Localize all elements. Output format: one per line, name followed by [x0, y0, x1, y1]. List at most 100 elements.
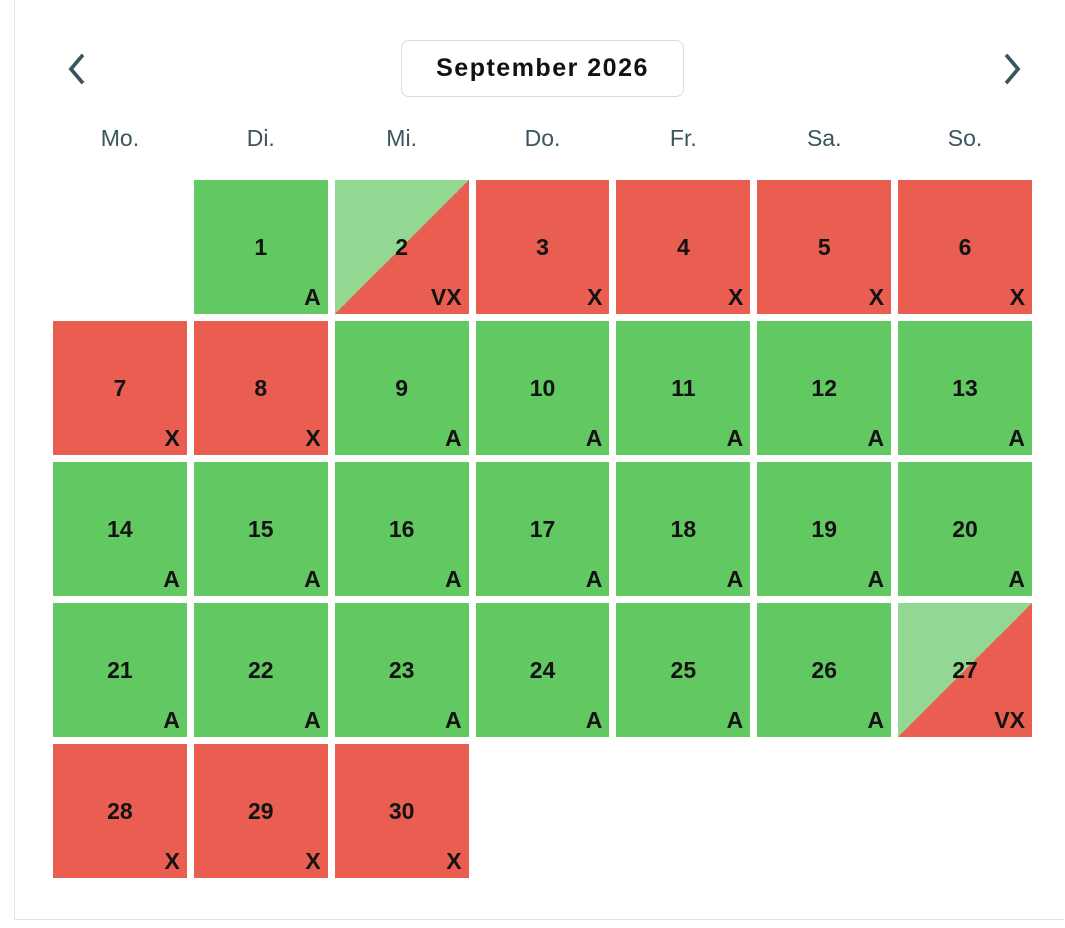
availability-marker: A [163, 707, 180, 733]
day-number: 29 [247, 797, 274, 824]
month-title: September 2026 [401, 40, 684, 97]
day-cell-12[interactable]: 12 A [757, 321, 892, 455]
availability-marker: A [444, 425, 462, 451]
day-number: 11 [671, 374, 696, 401]
day-cell-10[interactable]: 10 A [475, 321, 610, 455]
day-cell-27[interactable]: 27 VX [898, 603, 1032, 737]
availability-marker: A [726, 425, 744, 451]
day-cell-21[interactable]: 21 A [53, 603, 187, 737]
availability-marker: A [726, 566, 744, 592]
day-cell-14[interactable]: 14 A [53, 462, 187, 596]
day-number: 25 [670, 656, 697, 683]
day-number: 9 [395, 374, 409, 401]
day-number: 14 [107, 515, 133, 542]
availability-marker: X [868, 284, 885, 310]
day-number: 12 [811, 374, 837, 401]
availability-marker: A [867, 425, 885, 451]
availability-marker: A [304, 284, 321, 310]
day-cell-25[interactable]: 25 A [616, 603, 751, 737]
availability-marker: A [1008, 566, 1025, 592]
day-number: 26 [811, 656, 837, 683]
day-number: 20 [952, 515, 978, 542]
day-number: 7 [113, 374, 127, 401]
day-cell-19[interactable]: 19 A [757, 462, 892, 596]
weekday-label-mo: Mo. [100, 124, 140, 151]
day-number: 17 [529, 515, 556, 542]
day-number: 28 [107, 797, 133, 824]
day-cell-24[interactable]: 24 A [475, 603, 610, 737]
availability-marker: A [444, 707, 462, 733]
day-number: 24 [529, 656, 556, 683]
chevron-right-icon [994, 49, 1028, 89]
day-cell-30[interactable]: 30 X [334, 744, 469, 878]
day-cell-18[interactable]: 18 A [616, 462, 751, 596]
calendar-header: September 2026 [53, 40, 1032, 97]
day-number: 18 [670, 515, 697, 542]
day-cell-23[interactable]: 23 A [334, 603, 469, 737]
day-number: 2 [395, 233, 409, 260]
day-number: 13 [952, 374, 978, 401]
day-cell-28[interactable]: 28 X [53, 744, 187, 878]
day-cell-29[interactable]: 29 X [193, 744, 328, 878]
weekday-label-do: Do. [524, 124, 561, 151]
day-cell-11[interactable]: 11 A [616, 321, 751, 455]
prev-month-button[interactable] [53, 45, 97, 93]
day-number: 15 [247, 515, 274, 542]
day-cell-26[interactable]: 26 A [757, 603, 892, 737]
empty-day-cell [53, 180, 187, 314]
day-cell-15[interactable]: 15 A [193, 462, 328, 596]
empty-day-cell [476, 744, 610, 878]
day-cell-17[interactable]: 17 A [475, 462, 610, 596]
availability-marker: X [446, 848, 462, 874]
weekday-header-row: Mo. Di. Mi. Do. Fr. Sa. So. [53, 123, 1032, 153]
weekday-label-fr: Fr. [669, 124, 697, 151]
day-number: 22 [247, 656, 274, 683]
day-cell-16[interactable]: 16 A [334, 462, 469, 596]
next-month-button[interactable] [988, 45, 1032, 93]
day-number: 1 [254, 233, 268, 260]
day-cell-22[interactable]: 22 A [193, 603, 328, 737]
weekday-label-di: Di. [246, 124, 275, 151]
day-cell-13[interactable]: 13 A [898, 321, 1032, 455]
day-cell-20[interactable]: 20 A [898, 462, 1032, 596]
availability-marker: VX [994, 707, 1025, 733]
availability-marker: X [727, 284, 744, 310]
day-number: 8 [254, 374, 268, 401]
availability-marker: X [164, 425, 180, 451]
availability-marker: A [867, 707, 885, 733]
availability-marker: A [163, 566, 180, 592]
availability-marker: A [444, 566, 462, 592]
day-number: 23 [388, 656, 415, 683]
empty-day-cell [616, 744, 750, 878]
availability-marker: VX [430, 284, 462, 310]
availability-marker: X [305, 848, 321, 874]
weekday-label-sa: Sa. [806, 124, 842, 151]
day-number: 21 [107, 656, 133, 683]
day-number: 30 [388, 797, 415, 824]
availability-marker: A [585, 707, 603, 733]
availability-marker: X [1009, 284, 1025, 310]
day-cell-2[interactable]: 2 VX [334, 180, 469, 314]
day-number: 6 [958, 233, 972, 260]
availability-marker: A [726, 707, 744, 733]
day-number: 4 [676, 233, 690, 260]
day-number: 27 [952, 656, 978, 683]
empty-day-cell [898, 744, 1032, 878]
empty-day-cell [757, 744, 891, 878]
day-number: 16 [388, 515, 415, 542]
availability-marker: A [304, 707, 321, 733]
day-number: 19 [811, 515, 837, 542]
calendar-grid: 1 A 2 VX 3 X 4 X 5 X 6 X 7 X 8 X 9 A 10 A 11 A 12 A 13 A 14 A 15 A 16 A… [53, 180, 1032, 878]
weekday-label-so: So. [947, 124, 983, 151]
day-number: 5 [817, 233, 831, 260]
